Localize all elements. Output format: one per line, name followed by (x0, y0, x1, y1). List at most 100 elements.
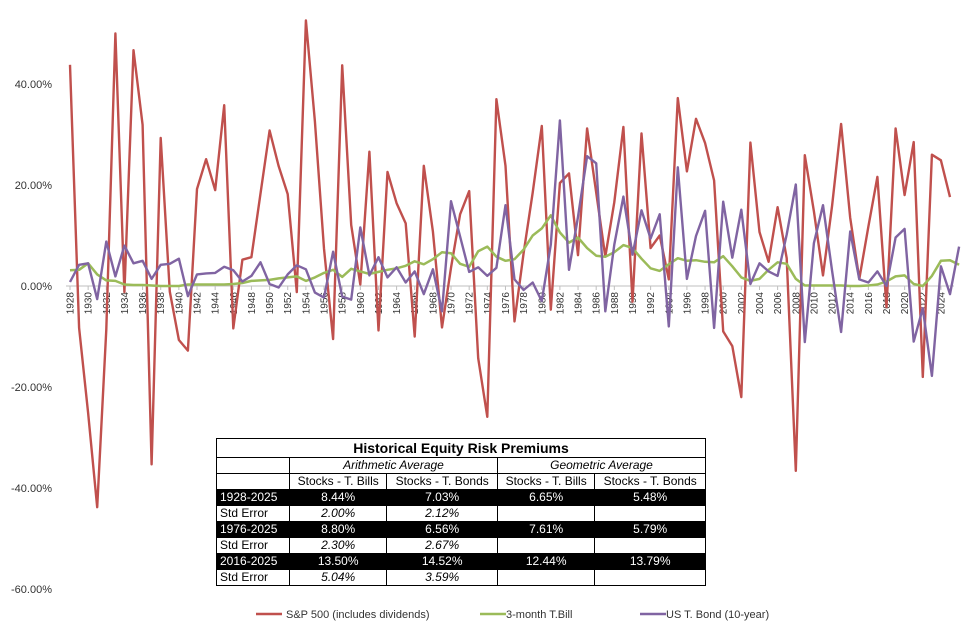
row-label: Std Error (216, 569, 290, 586)
row-label: Std Error (216, 505, 290, 522)
x-tick-label: 1938 (156, 292, 167, 315)
legend: S&P 500 (includes dividends) 3-month T.Bi… (256, 609, 769, 621)
x-tick-label: 2002 (737, 292, 748, 315)
row-label: Std Error (216, 537, 290, 554)
x-tick-label: 2022 (918, 292, 929, 315)
table-cell (594, 505, 706, 522)
x-tick-label: 1948 (247, 292, 258, 315)
x-tick-label: 1960 (356, 292, 367, 315)
x-tick-label: 2008 (791, 292, 802, 315)
x-tick-label: 1980 (537, 292, 548, 315)
x-tick-label: 1964 (392, 292, 403, 315)
x-tick-label: 1970 (447, 292, 458, 315)
table-cell (496, 505, 596, 522)
x-tick-label: 1942 (193, 292, 204, 315)
y-axis: 40.00% 20.00% 0.00% -20.00% -40.00% -60.00% (11, 79, 52, 596)
x-tick-label: 1928 (66, 292, 77, 315)
table-row: 1976-2025 8.80% 6.56% 7.61% 5.79% (216, 521, 706, 538)
table-cell: 5.79% (594, 521, 706, 538)
table-row: Std Error 5.04% 3.59% (216, 569, 706, 586)
x-tick-label: 2004 (755, 292, 766, 315)
x-tick-label: 1996 (682, 292, 693, 315)
table-cell: 2.12% (386, 505, 498, 522)
y-tick-label: -20.00% (11, 382, 52, 394)
x-tick-label: 1984 (574, 292, 585, 315)
y-tick-label: 0.00% (21, 281, 52, 293)
x-tick-label: 1952 (283, 292, 294, 315)
table-cell (594, 537, 706, 554)
row-label: 2016-2025 (216, 553, 290, 570)
table-row: 2016-2025 13.50% 14.52% 12.44% 13.79% (216, 553, 706, 570)
x-tick-label: 1934 (120, 292, 131, 315)
x-tick-label: 1972 (465, 292, 476, 315)
table-cell: 2.00% (288, 505, 388, 522)
table-cell: 3.59% (386, 569, 498, 586)
x-tick-label: 1954 (301, 292, 312, 315)
row-label: 1928-2025 (216, 489, 290, 506)
x-tick-label: 2010 (809, 292, 820, 315)
legend-label: 3-month T.Bill (506, 609, 572, 621)
legend-label: S&P 500 (includes dividends) (286, 609, 430, 621)
series-line-0 (68, 19, 952, 509)
column-header: Stocks - T. Bonds (594, 473, 706, 490)
table-cell: 8.80% (288, 521, 388, 538)
x-tick-label: 1930 (84, 292, 95, 315)
table-cell: 6.56% (386, 521, 498, 538)
x-tick-label: 1992 (646, 292, 657, 315)
table-cell: 7.61% (496, 521, 596, 538)
table-cell: 12.44% (496, 553, 596, 570)
table-cell (496, 537, 596, 554)
table-row: 1928-2025 8.44% 7.03% 6.65% 5.48% (216, 489, 706, 506)
x-tick-label: 2006 (773, 292, 784, 315)
x-tick-label: 1990 (628, 292, 639, 315)
table-cell: 14.52% (386, 553, 498, 570)
column-header: Stocks - T. Bills (496, 473, 596, 490)
y-tick-label: -40.00% (11, 483, 52, 495)
table-cell: 5.04% (288, 569, 388, 586)
x-tick-label: 1976 (501, 292, 512, 315)
x-tick-label: 2024 (936, 292, 947, 315)
table-row: Std Error 2.00% 2.12% (216, 505, 706, 522)
table-title: Historical Equity Risk Premiums (216, 438, 706, 458)
x-tick-label: 2000 (719, 292, 730, 315)
x-tick-label: 1940 (174, 292, 185, 315)
x-tick-label: 1936 (138, 292, 149, 315)
table-cell: 13.50% (288, 553, 388, 570)
x-tick-label: 1950 (265, 292, 276, 315)
series-line-2 (68, 119, 961, 378)
x-tick-label: 1968 (428, 292, 439, 315)
x-axis: 1928 1930 1932 1934 1936 1938 1940 1942 1944 1946… (66, 285, 954, 315)
table-cell (496, 569, 596, 586)
x-tick-label: 1986 (592, 292, 603, 315)
x-tick-label: 1958 (338, 292, 349, 315)
x-tick-label: 2020 (900, 292, 911, 315)
table-cell: 8.44% (288, 489, 388, 506)
table-cell: 2.30% (288, 537, 388, 554)
table-cell: 6.65% (496, 489, 596, 506)
y-tick-label: 20.00% (15, 180, 53, 192)
x-tick-label: 1982 (555, 292, 566, 315)
column-header: Stocks - T. Bonds (386, 473, 498, 490)
x-tick-label: 2012 (828, 292, 839, 315)
table-title-row: Historical Equity Risk Premiums (216, 438, 706, 458)
group-header-geometric: Geometric Average (496, 457, 707, 474)
table-cell: 2.67% (386, 537, 498, 554)
table-cell: 13.79% (594, 553, 706, 570)
row-label: 1976-2025 (216, 521, 290, 538)
equity-risk-premium-table: Historical Equity Risk Premiums Arithmet… (216, 438, 707, 586)
table-cell: 7.03% (386, 489, 498, 506)
x-tick-label: 2016 (864, 292, 875, 315)
legend-label: US T. Bond (10-year) (666, 609, 769, 621)
x-tick-label: 1988 (610, 292, 621, 315)
x-tick-label: 1956 (320, 292, 331, 315)
table-cell: 5.48% (594, 489, 706, 506)
x-tick-label: 1946 (229, 292, 240, 315)
x-tick-label: 2014 (846, 292, 857, 315)
column-header: Stocks - T. Bills (288, 473, 388, 490)
table-cell (594, 569, 706, 586)
table-column-header-row: Stocks - T. Bills Stocks - T. Bonds Stoc… (216, 473, 706, 490)
x-tick-label: 1998 (701, 292, 712, 315)
x-tick-label: 1978 (519, 292, 530, 315)
table-row: Std Error 2.30% 2.67% (216, 537, 706, 554)
